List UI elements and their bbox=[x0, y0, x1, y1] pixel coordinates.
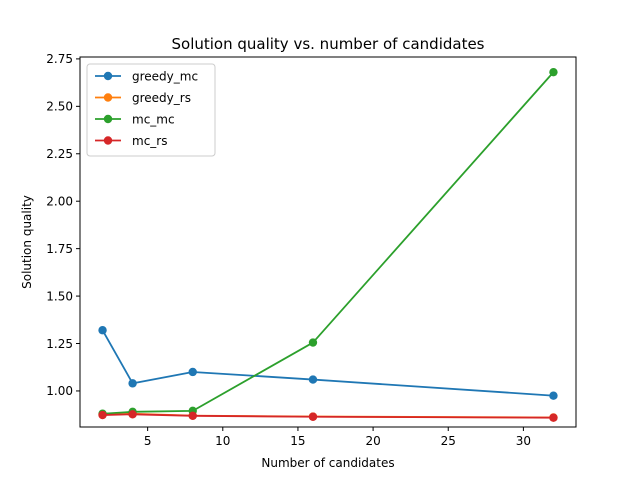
data-point-mc_mc-3 bbox=[308, 338, 318, 347]
legend-label-mc_mc: mc_mc bbox=[132, 112, 175, 126]
y-tick-label: 1.50 bbox=[46, 289, 73, 303]
plot-frame bbox=[79, 56, 577, 428]
y-tick-label: 2.50 bbox=[46, 100, 73, 114]
legend-box bbox=[86, 63, 216, 157]
data-point-mc_mc-4 bbox=[549, 67, 558, 77]
legend-marker-greedy_rs bbox=[103, 93, 113, 102]
chart-title: Solution quality vs. number of candidate… bbox=[172, 35, 485, 53]
legend-marker-mc_mc bbox=[103, 114, 113, 124]
legend-label-mc_rs: mc_rs bbox=[132, 134, 167, 148]
data-point-mc_rs-4 bbox=[549, 413, 558, 422]
data-point-mc_rs-3 bbox=[308, 412, 318, 421]
data-point-greedy_mc-0 bbox=[98, 326, 107, 335]
data-point-mc_rs-1 bbox=[128, 410, 137, 419]
data-point-greedy_mc-3 bbox=[308, 375, 318, 384]
legend: greedy_mc greedy_rs mc_mc mc_rs bbox=[86, 63, 216, 157]
legend-label-greedy_mc: greedy_mc bbox=[132, 69, 198, 83]
x-tick-label: 10 bbox=[215, 434, 230, 448]
x-tick-label: 5 bbox=[144, 434, 152, 448]
x-tick-label: 20 bbox=[365, 434, 380, 448]
y-tick-label: 2.25 bbox=[46, 147, 73, 161]
y-tick-label: 2.75 bbox=[46, 52, 73, 66]
data-point-greedy_mc-4 bbox=[549, 391, 558, 400]
legend-marker-greedy_mc bbox=[103, 71, 113, 81]
y-tick-label: 2.00 bbox=[46, 195, 73, 209]
data-point-greedy_mc-2 bbox=[188, 367, 197, 377]
data-point-greedy_mc-1 bbox=[128, 379, 137, 388]
y-tick-label: 1.75 bbox=[46, 242, 73, 256]
legend-marker-mc_rs bbox=[103, 136, 113, 145]
x-tick-label: 15 bbox=[290, 434, 305, 448]
x-axis-label: Number of candidates bbox=[261, 456, 394, 470]
y-tick-label: 1.00 bbox=[46, 384, 73, 398]
x-tick-label: 25 bbox=[441, 434, 456, 448]
legend-label-greedy_rs: greedy_rs bbox=[132, 91, 191, 105]
data-point-mc_rs-2 bbox=[188, 411, 197, 421]
y-tick-label: 1.25 bbox=[46, 337, 73, 351]
data-point-mc_rs-0 bbox=[98, 410, 107, 420]
x-tick-label: 30 bbox=[516, 434, 531, 448]
y-axis-label: Solution quality bbox=[20, 195, 34, 289]
